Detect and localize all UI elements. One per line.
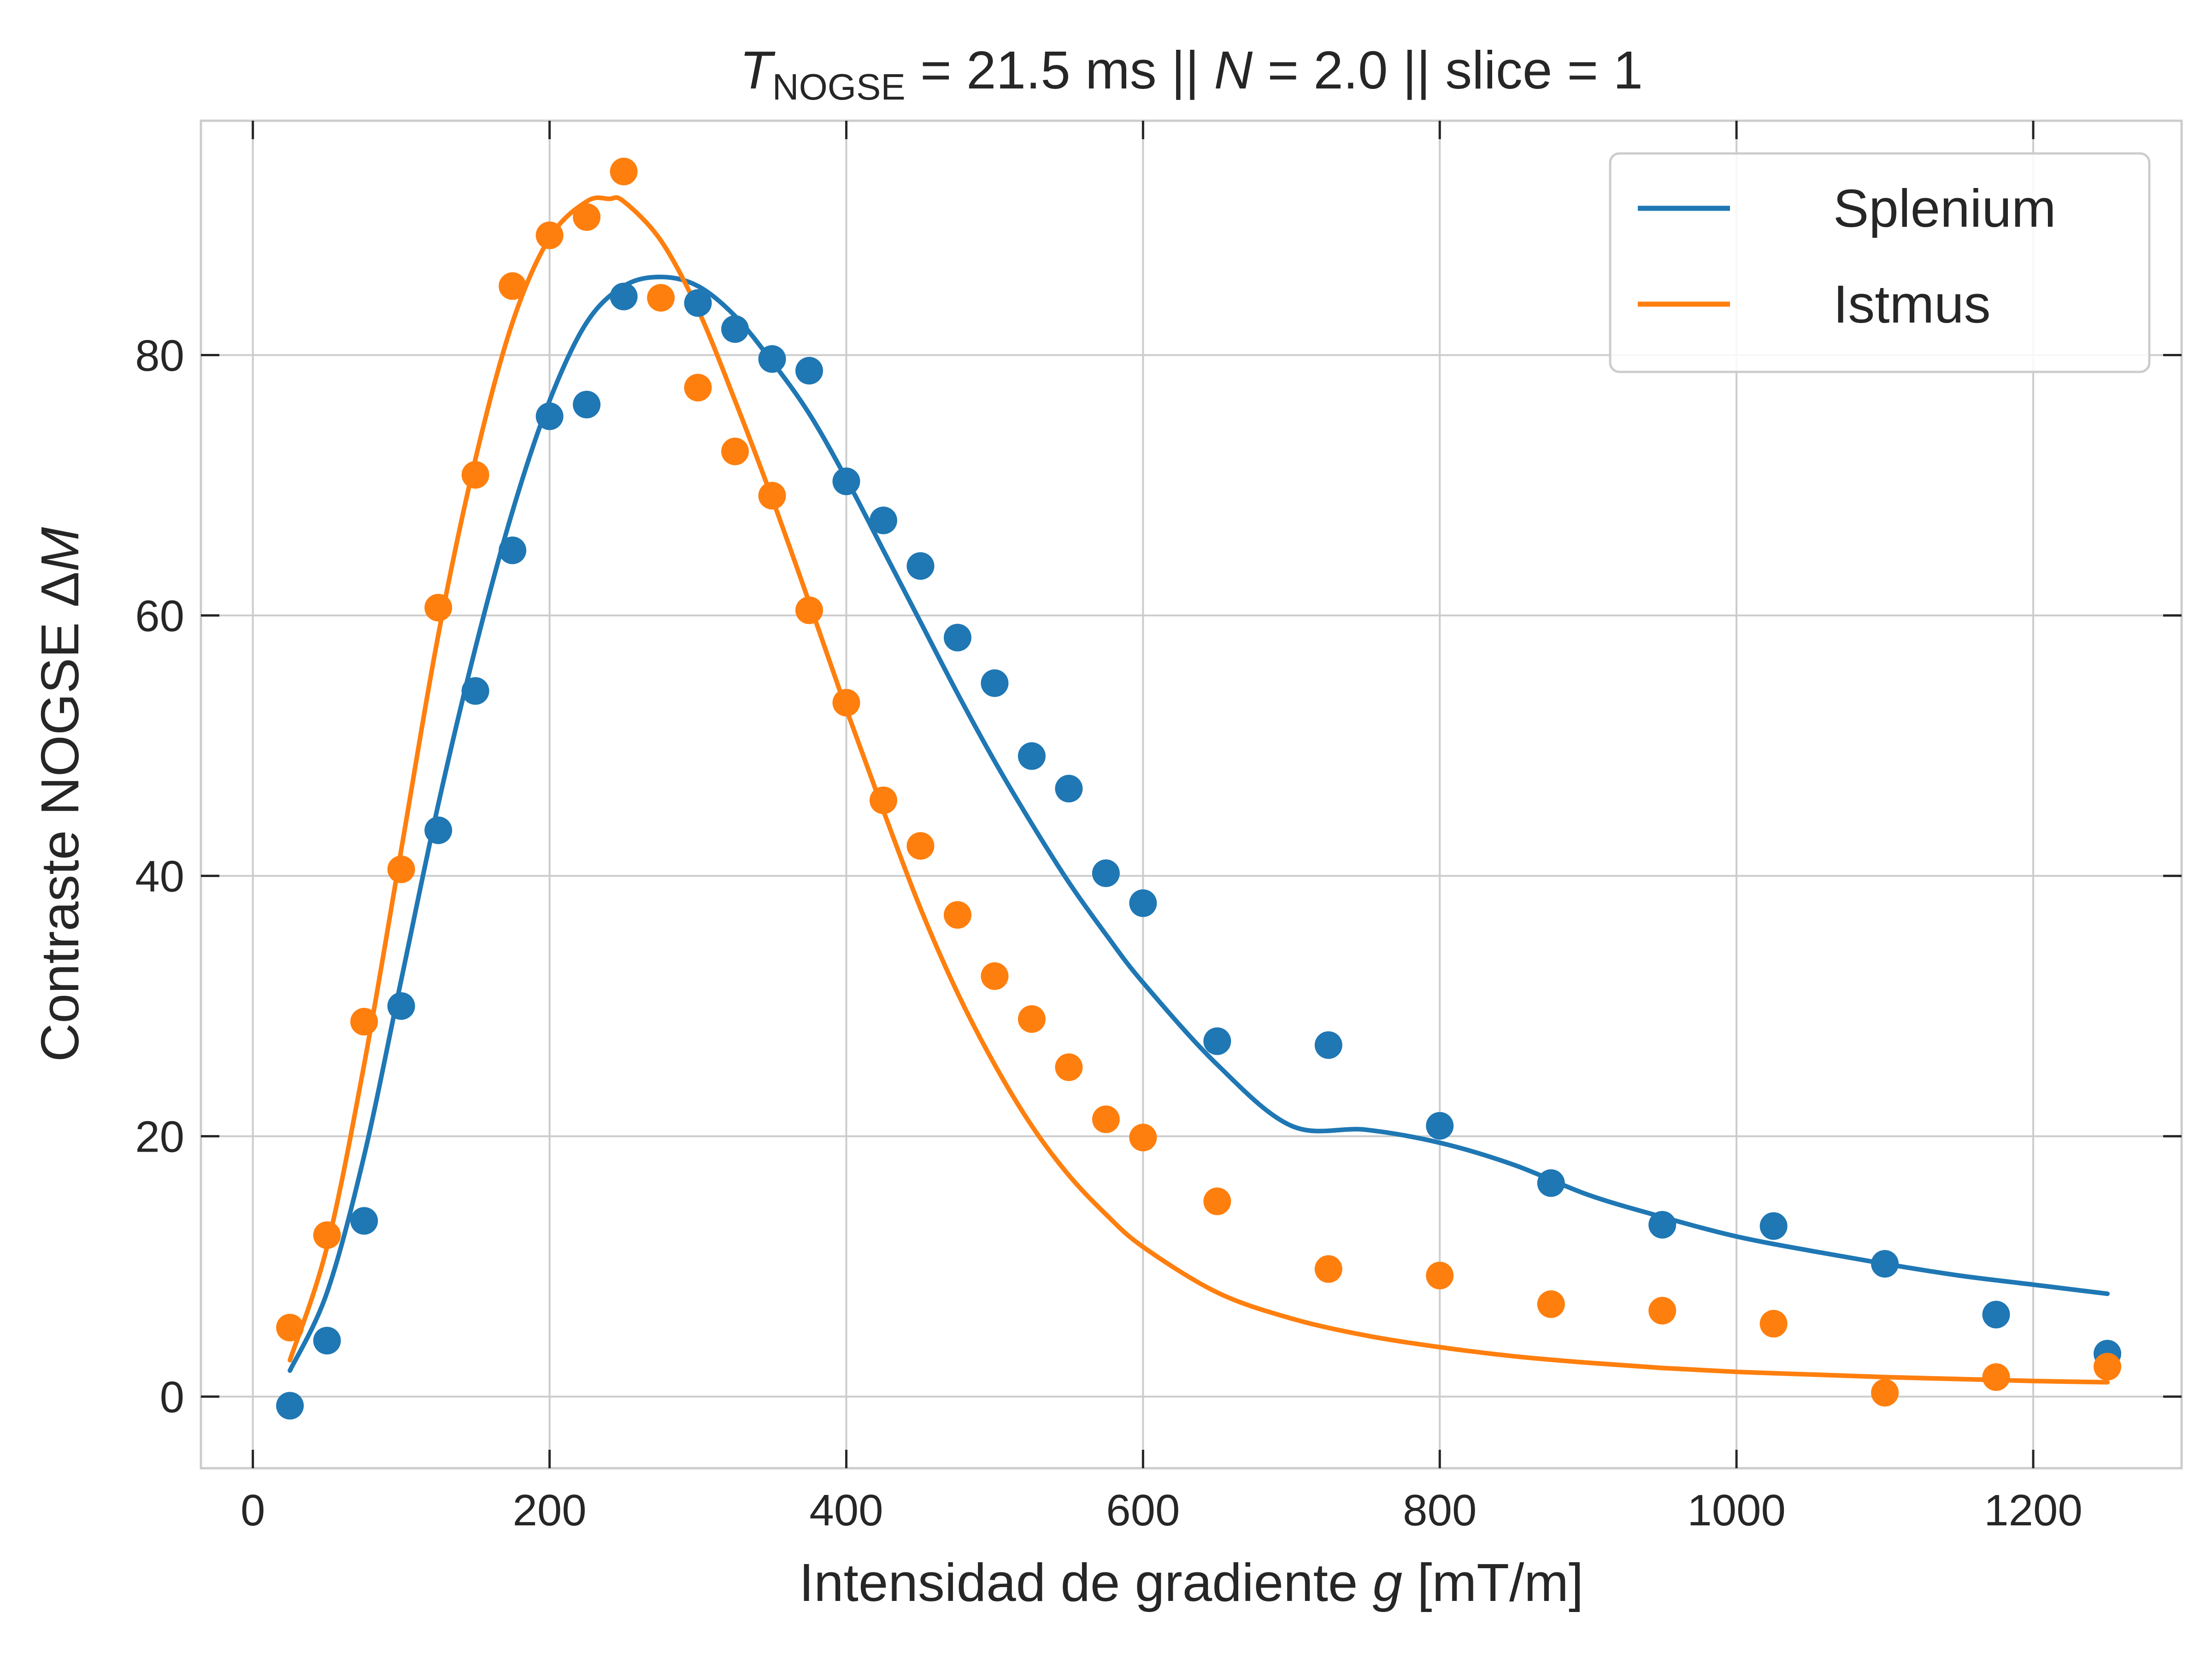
- data-point-splenium: [1759, 1212, 1788, 1240]
- data-point-istmus: [1426, 1261, 1454, 1289]
- data-point-splenium: [869, 506, 897, 535]
- data-point-splenium: [981, 669, 1009, 697]
- data-point-istmus: [1759, 1310, 1788, 1338]
- data-point-splenium: [1092, 859, 1120, 887]
- data-point-istmus: [684, 374, 712, 402]
- data-point-istmus: [943, 901, 971, 929]
- x-axis-label: Intensidad de gradiente g [mT/m]: [799, 1553, 1583, 1612]
- data-points: [276, 158, 2122, 1420]
- x-tick-label: 0: [241, 1486, 265, 1535]
- data-point-splenium: [1982, 1300, 2010, 1329]
- data-point-splenium: [1871, 1250, 1899, 1278]
- data-point-splenium: [1648, 1211, 1677, 1239]
- x-axis-label-suffix: [mT/m]: [1402, 1553, 1583, 1612]
- x-tick-label: 200: [512, 1486, 586, 1535]
- y-tick-label: 20: [135, 1112, 184, 1162]
- title-t-symbol: T: [740, 40, 776, 100]
- data-point-splenium: [387, 992, 415, 1020]
- x-axis-label-var: g: [1373, 1553, 1403, 1612]
- data-point-splenium: [573, 390, 601, 418]
- data-point-splenium: [721, 315, 749, 343]
- data-point-splenium: [1203, 1027, 1231, 1055]
- data-point-istmus: [1982, 1363, 2010, 1391]
- y-axis-label-var: M: [30, 527, 90, 571]
- data-point-splenium: [1537, 1169, 1565, 1197]
- x-tick-label: 600: [1106, 1486, 1180, 1535]
- title-t-subscript: NOGSE: [772, 66, 906, 107]
- data-point-splenium: [499, 536, 527, 565]
- data-point-splenium: [313, 1327, 341, 1355]
- data-point-splenium: [610, 282, 638, 311]
- data-point-istmus: [1314, 1255, 1342, 1283]
- data-point-istmus: [313, 1221, 341, 1249]
- plot-frame: [200, 119, 2183, 1470]
- data-point-splenium: [1018, 742, 1046, 770]
- data-point-splenium: [350, 1207, 378, 1235]
- data-point-splenium: [906, 552, 935, 580]
- legend-label-istmus: Istmus: [1833, 274, 1991, 334]
- data-point-istmus: [1871, 1379, 1899, 1407]
- data-point-istmus: [387, 855, 415, 883]
- data-point-istmus: [832, 688, 860, 717]
- data-point-istmus: [721, 437, 749, 465]
- data-point-istmus: [610, 158, 638, 186]
- data-point-istmus: [1203, 1187, 1231, 1215]
- data-point-splenium: [1129, 889, 1157, 917]
- data-point-istmus: [1537, 1290, 1565, 1318]
- data-point-istmus: [906, 832, 935, 860]
- data-point-splenium: [832, 467, 860, 495]
- data-point-splenium: [461, 677, 489, 705]
- x-tick-label: 400: [809, 1486, 883, 1535]
- y-tick-label: 80: [135, 331, 184, 381]
- legend-label-splenium: Splenium: [1833, 178, 2056, 238]
- data-point-splenium: [1426, 1112, 1454, 1140]
- data-point-istmus: [1055, 1053, 1083, 1081]
- x-tick-label: 1000: [1687, 1486, 1786, 1535]
- title-n-symbol: N: [1214, 40, 1253, 100]
- data-point-istmus: [1018, 1005, 1046, 1033]
- data-point-istmus: [758, 482, 786, 510]
- data-point-istmus: [461, 461, 489, 489]
- ticks: 0 200 400 600 800 1000 1200 0 20 40 60 80: [135, 121, 2182, 1535]
- data-point-splenium: [943, 624, 971, 652]
- data-point-istmus: [869, 786, 897, 814]
- y-tick-label: 40: [135, 852, 184, 901]
- data-point-splenium: [1055, 775, 1083, 803]
- data-point-istmus: [573, 203, 601, 231]
- chart-title: TNOGSE = 21.5 ms || N = 2.0 || slice = 1: [740, 40, 1643, 107]
- y-tick-label: 60: [135, 592, 184, 641]
- y-axis-label-prefix: Contraste NOGSE Δ: [30, 571, 90, 1062]
- legend: Splenium Istmus: [1609, 152, 2151, 373]
- data-point-istmus: [647, 284, 675, 312]
- y-axis-label: Contraste NOGSE ΔM: [30, 527, 90, 1062]
- data-point-splenium: [758, 345, 786, 373]
- x-axis-label-prefix: Intensidad de gradiente: [799, 1553, 1373, 1612]
- data-point-istmus: [1092, 1105, 1120, 1133]
- x-tick-label: 800: [1403, 1486, 1477, 1535]
- x-tick-label: 1200: [1984, 1486, 2083, 1535]
- data-point-istmus: [499, 272, 527, 300]
- data-point-istmus: [424, 594, 453, 622]
- data-point-splenium: [795, 357, 823, 385]
- data-point-splenium: [424, 816, 453, 844]
- title-n-rest: = 2.0 || slice = 1: [1253, 40, 1643, 100]
- title-t-rest: = 21.5 ms ||: [906, 40, 1214, 100]
- data-point-istmus: [2094, 1353, 2122, 1381]
- data-point-istmus: [981, 962, 1009, 990]
- legend-box: [1609, 152, 2151, 373]
- data-point-splenium: [535, 402, 564, 430]
- data-point-istmus: [795, 596, 823, 624]
- data-point-istmus: [1648, 1297, 1677, 1325]
- data-point-istmus: [350, 1007, 378, 1035]
- data-point-istmus: [535, 221, 564, 249]
- data-point-istmus: [1129, 1124, 1157, 1152]
- y-tick-label: 0: [160, 1373, 184, 1422]
- data-point-istmus: [276, 1313, 304, 1341]
- data-point-splenium: [1314, 1031, 1342, 1059]
- data-point-splenium: [276, 1392, 304, 1420]
- data-point-splenium: [684, 289, 712, 317]
